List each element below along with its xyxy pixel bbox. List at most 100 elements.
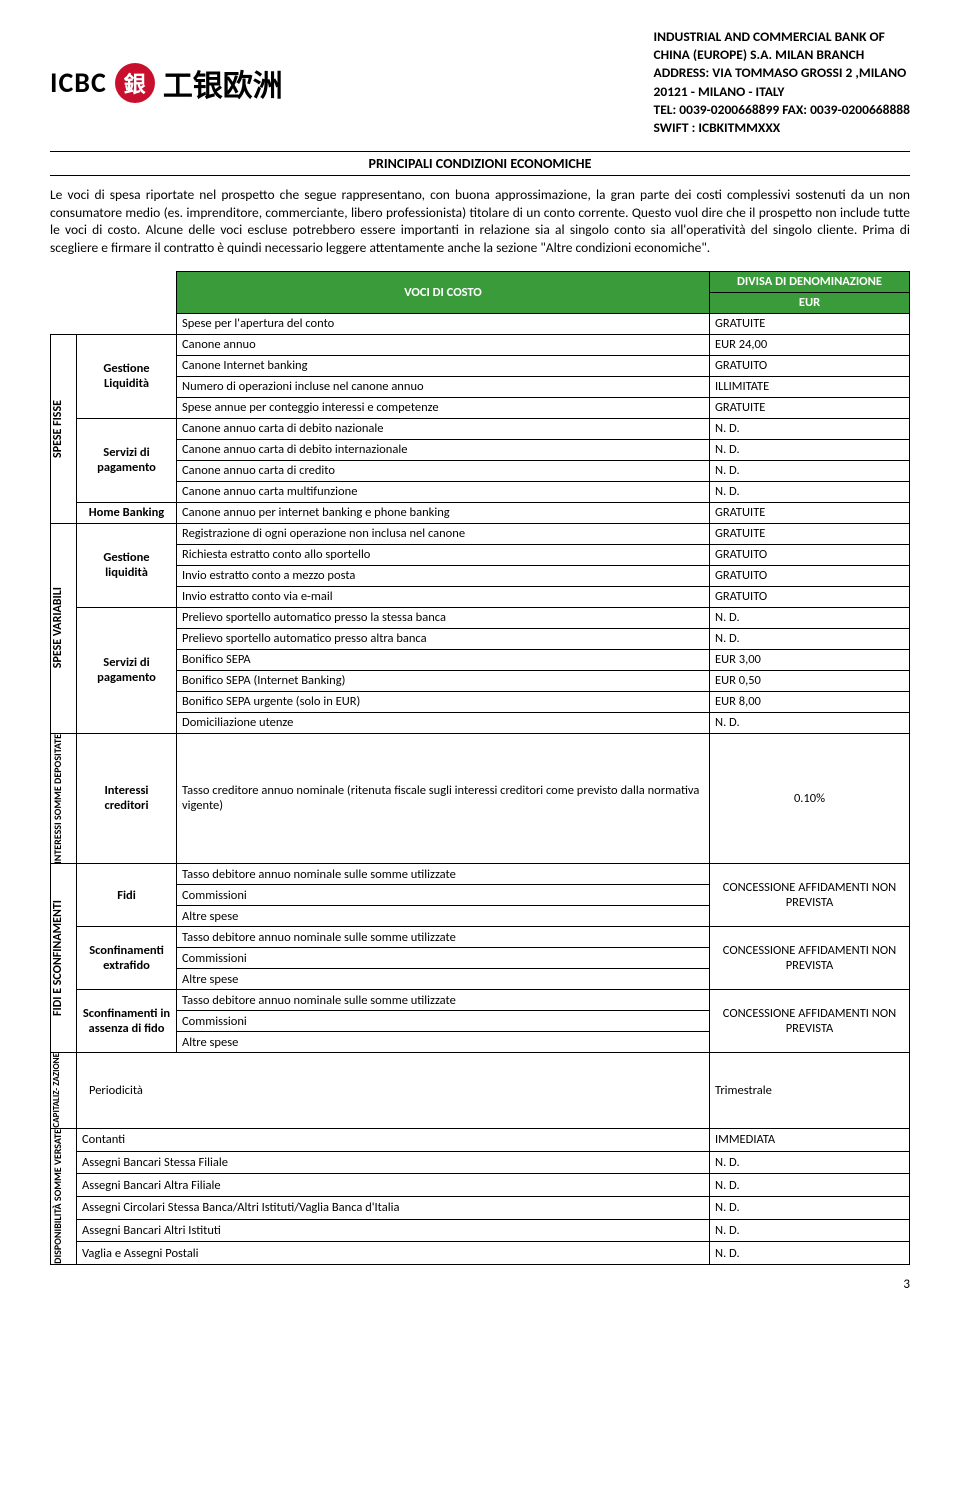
cell-label: Commissioni [177, 948, 710, 969]
cell-value: Trimestrale [710, 1053, 910, 1129]
table-header-row: VOCI DI COSTO DIVISA DI DENOMINAZIONE [51, 271, 910, 292]
addr-line: SWIFT : ICBKITMMXXX [654, 119, 910, 137]
col-header-voci: VOCI DI COSTO [177, 271, 710, 313]
cell-value: EUR 0,50 [710, 670, 910, 691]
cell-value: GRATUITE [710, 502, 910, 523]
category-fidi: Fidi [77, 864, 177, 927]
cell-label: Contanti [77, 1128, 710, 1151]
cell-value: GRATUITE [710, 523, 910, 544]
cell-label: Canone annuo carta di debito nazionale [177, 418, 710, 439]
cell-label: Bonifico SEPA (Internet Banking) [177, 670, 710, 691]
cell-value: 0.10% [710, 733, 910, 864]
cell-value: N. D. [710, 418, 910, 439]
section-spese-fisse: SPESE FISSE [51, 400, 65, 458]
section-disponibilita: DISPONIBILITÀ SOMME VERSATE [51, 1129, 64, 1264]
cell-value: EUR 24,00 [710, 334, 910, 355]
cell-label: Domiciliazione utenze [177, 712, 710, 733]
cell-label: Richiesta estratto conto allo sportello [177, 544, 710, 565]
cell-value: N. D. [710, 1174, 910, 1197]
cell-value: EUR 8,00 [710, 691, 910, 712]
addr-line: TEL: 0039-0200668899 FAX: 0039-020066888… [654, 101, 910, 119]
col-header-eur: EUR [710, 292, 910, 313]
cell-value: N. D. [710, 1151, 910, 1174]
cell-label: Canone annuo carta di credito [177, 460, 710, 481]
cell-value: GRATUITO [710, 565, 910, 586]
col-header-divisa: DIVISA DI DENOMINAZIONE [710, 271, 910, 292]
cell-label: Assegni Bancari Altri Istituti [77, 1219, 710, 1242]
cell-label: Spese annue per conteggio interessi e co… [177, 397, 710, 418]
cell-label: Commissioni [177, 1011, 710, 1032]
cell-value: GRATUITE [710, 313, 910, 334]
logo: ICBC 銀 工银欧洲 [50, 28, 283, 137]
section-fidi: FIDI E SCONFINAMENTI [51, 900, 65, 1016]
cell-value: GRATUITO [710, 544, 910, 565]
cell-value: N. D. [710, 712, 910, 733]
cell-label: Assegni Bancari Altra Filiale [77, 1174, 710, 1197]
cell-value: N. D. [710, 1219, 910, 1242]
category-servizi-pagamento2: Servizi di pagamento [77, 607, 177, 733]
intro-paragraph: Le voci di spesa riportate nel prospetto… [50, 186, 910, 256]
document-header: ICBC 銀 工银欧洲 INDUSTRIAL AND COMMERCIAL BA… [50, 28, 910, 137]
cell-value: GRATUITO [710, 586, 910, 607]
addr-line: CHINA (EUROPE) S.A. MILAN BRANCH [654, 46, 910, 64]
section-capitaliz: CAPITALIZ- ZAZIONE [51, 1053, 62, 1128]
logo-text: ICBC [50, 65, 107, 100]
cell-value: N. D. [710, 460, 910, 481]
cell-value: N. D. [710, 439, 910, 460]
category-gestione-liquidita: Gestione Liquidità [77, 334, 177, 418]
cell-label: Numero di operazioni incluse nel canone … [177, 376, 710, 397]
logo-chinese: 工银欧洲 [163, 61, 283, 105]
logo-seal-icon: 銀 [115, 63, 155, 103]
cell-label: Prelievo sportello automatico presso alt… [177, 628, 710, 649]
cell-label: Assegni Bancari Stessa Filiale [77, 1151, 710, 1174]
cell-label: Invio estratto conto via e-mail [177, 586, 710, 607]
section-spese-variabili: SPESE VARIABILI [51, 587, 65, 668]
addr-line: INDUSTRIAL AND COMMERCIAL BANK OF [654, 28, 910, 46]
cell-label: Tasso debitore annuo nominale sulle somm… [177, 990, 710, 1011]
cell-value: N. D. [710, 607, 910, 628]
cell-value: ILLIMITATE [710, 376, 910, 397]
cell-value: CONCESSIONE AFFIDAMENTI NON PREVISTA [710, 927, 910, 990]
cell-value: N. D. [710, 1196, 910, 1219]
cell-value: GRATUITO [710, 355, 910, 376]
cell-value: N. D. [710, 1242, 910, 1265]
cell-label: Bonifico SEPA urgente (solo in EUR) [177, 691, 710, 712]
cell-label: Canone annuo [177, 334, 710, 355]
section-title: PRINCIPALI CONDIZIONI ECONOMICHE [50, 151, 910, 176]
cell-value: IMMEDIATA [710, 1128, 910, 1151]
category-sconf-assenza: Sconfinamenti in assenza di fido [77, 990, 177, 1053]
cell-value: GRATUITE [710, 397, 910, 418]
cell-label: Altre spese [177, 969, 710, 990]
cell-label: Tasso creditore annuo nominale (ritenuta… [177, 733, 710, 864]
cell-label: Canone annuo per internet banking e phon… [177, 502, 710, 523]
cell-label: Commissioni [177, 885, 710, 906]
cell-label: Spese per l'apertura del conto [177, 313, 710, 334]
cell-label: Tasso debitore annuo nominale sulle somm… [177, 927, 710, 948]
cell-label: Canone annuo carta di debito internazion… [177, 439, 710, 460]
addr-line: 20121 - MILANO - ITALY [654, 83, 910, 101]
section-interessi: INTERESSI SOMME DEPOSITATE [51, 734, 64, 864]
category-servizi-pagamento: Servizi di pagamento [77, 418, 177, 502]
category-interessi-creditori: Interessi creditori [77, 733, 177, 864]
page-number: 3 [50, 1277, 910, 1292]
cell-label: Vaglia e Assegni Postali [77, 1242, 710, 1265]
conditions-table: VOCI DI COSTO DIVISA DI DENOMINAZIONE EU… [50, 271, 910, 1265]
cell-value: CONCESSIONE AFFIDAMENTI NON PREVISTA [710, 990, 910, 1053]
cell-label: Canone Internet banking [177, 355, 710, 376]
category-home-banking: Home Banking [77, 502, 177, 523]
category-gestione-liquidita2: Gestione liquidità [77, 523, 177, 607]
cell-label: Prelievo sportello automatico presso la … [177, 607, 710, 628]
cell-value: N. D. [710, 628, 910, 649]
cell-label: Bonifico SEPA [177, 649, 710, 670]
cell-label: Altre spese [177, 906, 710, 927]
address-block: INDUSTRIAL AND COMMERCIAL BANK OF CHINA … [654, 28, 910, 137]
addr-line: ADDRESS: VIA TOMMASO GROSSI 2 ,MILANO [654, 64, 910, 82]
cell-label: Tasso debitore annuo nominale sulle somm… [177, 864, 710, 885]
cell-label: Canone annuo carta multifunzione [177, 481, 710, 502]
cell-label: Assegni Circolari Stessa Banca/Altri Ist… [77, 1196, 710, 1219]
cell-label: Periodicità [77, 1053, 710, 1129]
cell-label: Registrazione di ogni operazione non inc… [177, 523, 710, 544]
cell-value: CONCESSIONE AFFIDAMENTI NON PREVISTA [710, 864, 910, 927]
category-sconf-extra: Sconfinamenti extrafido [77, 927, 177, 990]
cell-value: EUR 3,00 [710, 649, 910, 670]
